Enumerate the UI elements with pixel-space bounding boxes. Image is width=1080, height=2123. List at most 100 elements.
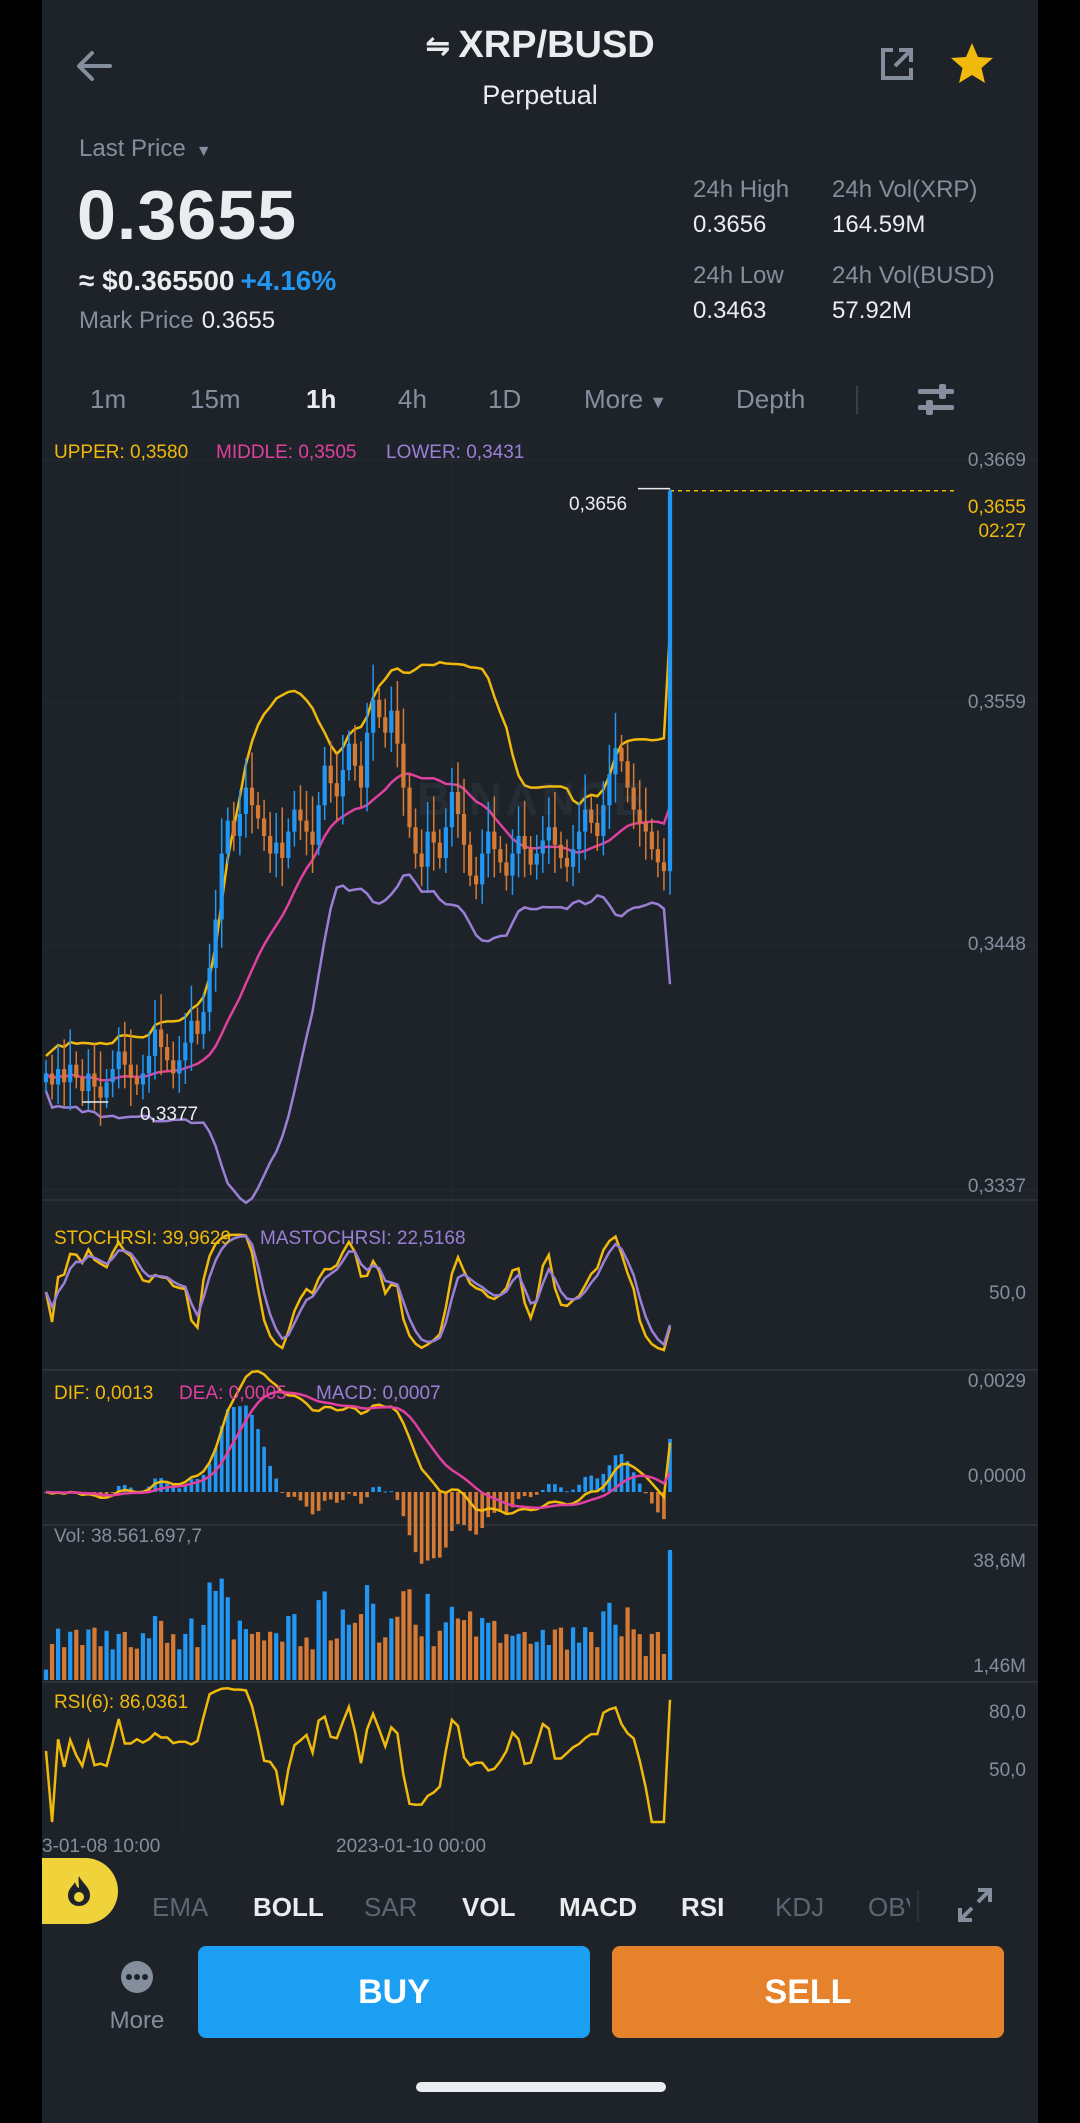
stochrsi-line bbox=[44, 1233, 672, 1352]
tab-depth[interactable]: Depth bbox=[736, 384, 806, 414]
volume-bar bbox=[364, 1585, 370, 1680]
price-chart[interactable] bbox=[42, 436, 1038, 1856]
macd-histogram-bar bbox=[625, 1461, 630, 1492]
macd-histogram-bar bbox=[425, 1492, 430, 1561]
candle-body bbox=[165, 1047, 170, 1061]
macd-histogram-bar bbox=[316, 1492, 321, 1511]
macd-histogram-bar bbox=[274, 1478, 279, 1492]
last-price-selector[interactable]: Last Price ▼ bbox=[79, 135, 212, 163]
candle-body bbox=[383, 717, 388, 733]
candle-body bbox=[637, 809, 642, 823]
stochrsi-label: STOCHRSI: 39,9629 bbox=[54, 1228, 232, 1249]
favorite-button[interactable] bbox=[948, 40, 996, 88]
macd-histogram-bar bbox=[256, 1429, 260, 1492]
current-price-tag: 0,3655 02:27 bbox=[963, 496, 1026, 544]
volume-bar bbox=[43, 1669, 49, 1680]
volume-bar bbox=[128, 1647, 133, 1680]
candle-body bbox=[201, 1011, 206, 1034]
volume-bar bbox=[195, 1647, 200, 1680]
candle-body bbox=[564, 857, 570, 867]
chart-settings-button[interactable] bbox=[914, 378, 958, 422]
volume-bar bbox=[401, 1591, 406, 1680]
volume-bar bbox=[158, 1620, 164, 1680]
candle-body bbox=[528, 849, 533, 865]
macd-histogram-bar bbox=[516, 1492, 521, 1500]
volume-bar bbox=[474, 1636, 479, 1680]
volume-bar bbox=[449, 1606, 455, 1680]
volume-bar bbox=[607, 1602, 612, 1680]
candle-body bbox=[498, 849, 503, 863]
fullscreen-button[interactable] bbox=[956, 1886, 994, 1924]
tab-vol[interactable]: VOL bbox=[462, 1892, 516, 1922]
tab-1d[interactable]: 1D bbox=[488, 384, 522, 414]
tab-sar[interactable]: SAR bbox=[364, 1892, 418, 1922]
tab-boll[interactable]: BOLL bbox=[253, 1892, 324, 1922]
tab-ema[interactable]: EMA bbox=[152, 1892, 209, 1922]
tab-obv[interactable]: OBV bbox=[868, 1892, 910, 1922]
tab-kdj[interactable]: KDJ bbox=[775, 1892, 825, 1922]
macd-histogram-bar bbox=[304, 1492, 309, 1507]
volume-bar bbox=[583, 1627, 588, 1680]
macd-histogram-bar bbox=[189, 1479, 194, 1492]
candle-body bbox=[649, 831, 654, 850]
pair-selector[interactable]: ⇋ XRP/BUSD bbox=[42, 24, 1038, 67]
sell-button[interactable]: SELL bbox=[612, 1946, 1004, 2038]
volume-bar bbox=[425, 1593, 430, 1680]
candle-body bbox=[443, 827, 448, 858]
volume-bar bbox=[104, 1630, 109, 1680]
price-axis-tick: 0,3448 bbox=[967, 934, 1026, 955]
dea-label: DEA: 0,0005 bbox=[179, 1383, 287, 1404]
macd-histogram-bar bbox=[619, 1454, 624, 1492]
tab-macd[interactable]: MACD bbox=[559, 1892, 637, 1922]
volume-bar bbox=[274, 1633, 279, 1680]
indicator-fab-button[interactable] bbox=[42, 1858, 118, 1924]
tab-1m[interactable]: 1m bbox=[90, 384, 127, 414]
mastochrsi-label: MASTOCHRSI: 22,5168 bbox=[260, 1228, 466, 1249]
tab-4h[interactable]: 4h bbox=[398, 384, 427, 414]
volume-bar bbox=[661, 1653, 667, 1680]
star-icon bbox=[951, 43, 993, 83]
volume-bar bbox=[189, 1618, 194, 1680]
candle-body bbox=[601, 805, 606, 836]
volume-bar bbox=[643, 1656, 648, 1680]
volume-bar bbox=[455, 1618, 461, 1680]
back-button[interactable] bbox=[64, 36, 124, 96]
tab-rsi[interactable]: RSI bbox=[681, 1892, 725, 1922]
volume-label: Vol: 38.561.697,7 bbox=[54, 1526, 202, 1547]
candle-body bbox=[661, 862, 667, 872]
low-label: 24h Low bbox=[693, 262, 784, 289]
macd-histogram-bar bbox=[437, 1492, 442, 1558]
volume-bar bbox=[619, 1636, 624, 1680]
candle-body bbox=[146, 1055, 152, 1074]
macd-histogram-bar bbox=[492, 1492, 497, 1513]
macd-histogram-bar bbox=[250, 1414, 254, 1492]
candle-body bbox=[655, 849, 661, 863]
volume-bar bbox=[383, 1637, 388, 1680]
mark-price-line: Mark Price 0.3655 bbox=[79, 307, 275, 335]
volume-bar bbox=[322, 1591, 327, 1680]
macd-histogram-bar bbox=[334, 1492, 339, 1503]
macd-histogram-bar bbox=[116, 1485, 121, 1492]
high-marker-label: 0,3656 bbox=[569, 494, 628, 515]
more-dots-icon bbox=[121, 1961, 153, 1993]
candle-body bbox=[389, 710, 394, 733]
tab-more[interactable]: More ▼ bbox=[584, 384, 667, 415]
buy-button[interactable]: BUY bbox=[198, 1946, 590, 2038]
macd-histogram-bar bbox=[553, 1484, 557, 1492]
volume-bar bbox=[419, 1636, 424, 1680]
tab-15m[interactable]: 15m bbox=[190, 384, 241, 414]
volume-bar bbox=[68, 1631, 73, 1680]
tab-1h[interactable]: 1h bbox=[306, 384, 337, 414]
volume-bar bbox=[570, 1627, 576, 1680]
pair-title: XRP/BUSD bbox=[458, 24, 655, 66]
macd-histogram-bar bbox=[450, 1492, 454, 1532]
volume-bar bbox=[577, 1642, 582, 1680]
macd-histogram-bar bbox=[292, 1492, 297, 1497]
volume-bar bbox=[649, 1633, 654, 1680]
share-button[interactable] bbox=[875, 42, 919, 86]
more-button[interactable]: More bbox=[100, 1960, 174, 2050]
candle-body bbox=[98, 1086, 103, 1098]
candle-body bbox=[304, 820, 309, 832]
macd-histogram-bar bbox=[522, 1492, 527, 1497]
candle-body bbox=[86, 1073, 91, 1092]
